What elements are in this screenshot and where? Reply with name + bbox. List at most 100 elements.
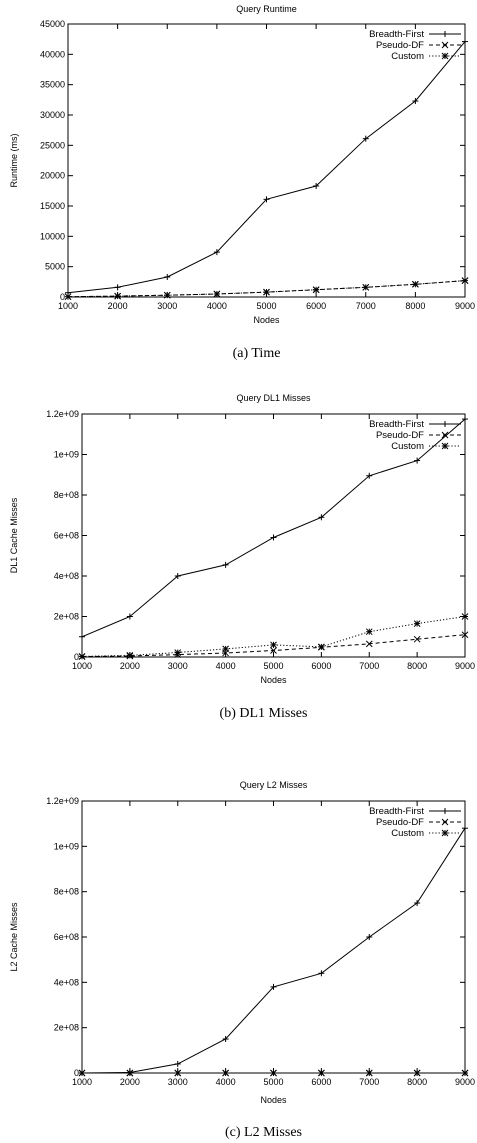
- y-axis-title: L2 Cache Misses: [9, 902, 19, 972]
- data-point: [213, 249, 220, 256]
- x-tick-label: 9000: [455, 1077, 475, 1087]
- legend-label: Custom: [391, 51, 424, 62]
- y-tick-label: 20000: [40, 171, 65, 181]
- chart-panel-2: Query DL1 Misses 1000 2000 3000 4000 5000 6000…: [9, 393, 475, 721]
- legend-label: Pseudo-DF: [376, 430, 424, 441]
- y-tick-label: 2e+08: [54, 1023, 79, 1033]
- x-tick-label: 1000: [58, 301, 78, 311]
- data-point: [174, 1069, 182, 1077]
- x-tick-label: 7000: [356, 301, 376, 311]
- y-tick-label: 4e+08: [54, 571, 79, 581]
- data-point: [78, 653, 86, 660]
- data-point: [362, 283, 370, 291]
- x-tick-label: 4000: [216, 661, 236, 671]
- y-tick-label: 1.2e+09: [46, 796, 79, 806]
- x-tick-label: 3000: [157, 301, 177, 311]
- data-point: [270, 647, 277, 654]
- x-tick-label: 2000: [120, 1077, 140, 1087]
- data-point: [414, 457, 421, 464]
- data-point: [461, 631, 469, 639]
- data-point: [413, 620, 421, 627]
- legend-marker: [441, 52, 449, 60]
- data-point: [263, 196, 270, 203]
- data-point: [312, 286, 320, 294]
- legend-marker: [442, 31, 448, 37]
- y-tick-label: 40000: [40, 49, 65, 59]
- data-point: [461, 277, 469, 284]
- data-point: [174, 573, 181, 579]
- y-tick-label: 0: [74, 1068, 79, 1078]
- x-tick-label: 8000: [405, 301, 425, 311]
- data-point: [313, 182, 320, 189]
- data-point: [213, 290, 221, 298]
- data-point: [414, 900, 421, 906]
- x-tick-label: 2000: [108, 301, 128, 311]
- y-tick-label: 35000: [40, 80, 65, 90]
- y-axis-title: Runtime (ms): [9, 133, 19, 187]
- data-point: [412, 280, 419, 288]
- x-tick-label: 3000: [168, 1077, 188, 1087]
- x-tick-label: 6000: [311, 1077, 331, 1087]
- legend-label: Breadth-First: [369, 806, 424, 817]
- data-point: [318, 1069, 325, 1077]
- data-point: [413, 635, 421, 643]
- data-point: [462, 416, 468, 423]
- legend-marker: [442, 808, 448, 814]
- series-line: [67, 41, 466, 294]
- x-tick-label: 1000: [72, 661, 92, 671]
- data-point: [78, 1069, 86, 1077]
- y-tick-label: 8e+08: [54, 887, 79, 897]
- legend-label: Pseudo-DF: [376, 40, 424, 51]
- plot-frame: [81, 800, 466, 1074]
- data-point: [222, 561, 229, 568]
- x-tick-label: 5000: [263, 661, 283, 671]
- x-tick-label: 2000: [120, 661, 140, 671]
- data-point: [461, 1069, 469, 1077]
- chart-title: Query Runtime: [236, 4, 297, 14]
- data-point: [318, 643, 325, 651]
- figure-caption: (b) DL1 Misses: [220, 706, 308, 721]
- legend-marker: [441, 442, 449, 450]
- data-point: [366, 934, 373, 940]
- legend-label: Breadth-First: [369, 29, 424, 40]
- y-tick-label: 1.2e+09: [46, 409, 79, 419]
- data-point: [270, 534, 277, 541]
- data-point: [222, 645, 229, 653]
- x-tick-label: 7000: [359, 1077, 379, 1087]
- data-point: [174, 1060, 181, 1067]
- data-point: [222, 1036, 229, 1042]
- y-tick-label: 1e+09: [54, 841, 79, 851]
- y-tick-label: 6e+08: [54, 531, 79, 541]
- x-tick-label: 3000: [168, 661, 188, 671]
- data-point: [318, 970, 325, 977]
- legend-marker: [441, 829, 449, 837]
- x-tick-label: 6000: [306, 301, 326, 311]
- data-point: [461, 613, 469, 620]
- legend-marker: [441, 41, 449, 49]
- data-point: [270, 1069, 277, 1077]
- x-tick-label: 1000: [72, 1077, 92, 1087]
- x-tick-label: 8000: [407, 1077, 427, 1087]
- figure-caption: (c) L2 Misses: [225, 1125, 302, 1140]
- x-tick-label: 5000: [256, 301, 276, 311]
- x-tick-label: 5000: [263, 1077, 283, 1087]
- data-point: [365, 1069, 373, 1077]
- data-point: [270, 983, 277, 990]
- x-tick-label: 4000: [207, 301, 227, 311]
- data-point: [114, 292, 121, 300]
- x-axis-title: Nodes: [253, 315, 280, 325]
- data-point: [462, 38, 468, 45]
- data-point: [462, 825, 468, 832]
- data-point: [79, 633, 85, 640]
- x-tick-label: 7000: [359, 661, 379, 671]
- x-tick-label: 4000: [216, 1077, 236, 1087]
- data-point: [126, 652, 134, 659]
- data-point: [126, 1069, 134, 1077]
- y-tick-label: 15000: [40, 201, 65, 211]
- legend-label: Custom: [391, 828, 424, 839]
- x-tick-label: 9000: [455, 301, 475, 311]
